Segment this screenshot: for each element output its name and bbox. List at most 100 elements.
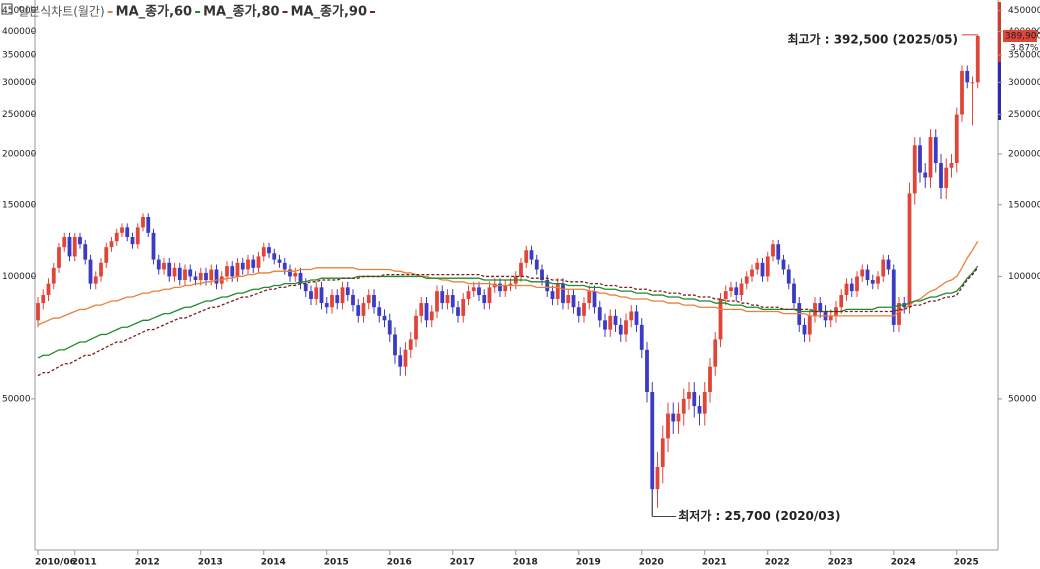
candle-body — [907, 193, 912, 308]
candle-body — [655, 467, 660, 490]
candle-body — [104, 247, 109, 263]
price-range-bar — [998, 2, 1001, 62]
y-tick-label: 200000 — [1008, 149, 1040, 159]
candle-body — [78, 236, 82, 245]
candle-body — [965, 70, 970, 83]
candle-body — [597, 307, 602, 321]
candle-body — [230, 266, 235, 277]
candle-body — [855, 276, 859, 292]
candle-body — [57, 247, 61, 268]
candle-body — [844, 283, 849, 296]
candle-body — [713, 339, 718, 367]
annotation: 최고가 : 392,500 (2025/05) — [787, 31, 958, 46]
candle-body — [277, 259, 282, 263]
candle-body — [335, 295, 340, 304]
candle-body — [272, 253, 277, 260]
candle-body — [135, 227, 140, 245]
candle-body — [676, 413, 681, 422]
candle-body — [687, 391, 691, 399]
candle-body — [629, 311, 634, 321]
candle-body — [435, 291, 439, 312]
candle-body — [860, 269, 865, 277]
candle-body — [293, 272, 298, 277]
x-tick-label: 2016 — [387, 558, 412, 568]
candle-body — [545, 279, 550, 292]
candle-body — [193, 276, 198, 280]
candle-body — [72, 236, 77, 257]
candle-body — [975, 36, 980, 83]
candle-body — [566, 295, 571, 304]
y-tick-label: 50000 — [2, 394, 31, 404]
x-tick-label: 2019 — [576, 558, 601, 568]
candle-body — [125, 227, 130, 237]
candle-body — [62, 236, 67, 248]
candle-body — [214, 269, 219, 284]
y-tick-label: 450000 — [2, 6, 37, 16]
candle-body — [813, 303, 817, 316]
candle-body — [351, 295, 355, 306]
candle-body — [771, 244, 775, 257]
annotation: 최저가 : 25,700 (2020/03) — [678, 508, 840, 523]
candle-body — [46, 283, 51, 296]
candle-body — [876, 276, 880, 284]
candle-body — [891, 269, 896, 325]
price-tag-label: 389,900 — [1005, 32, 1040, 42]
candle-body — [156, 259, 161, 270]
candle-body — [162, 262, 166, 270]
candle-body — [555, 283, 560, 300]
candle-body — [970, 82, 975, 84]
candle-body — [666, 413, 670, 439]
candle-body — [183, 269, 187, 280]
legend-entry: MA_종가,90 — [291, 5, 367, 20]
candle-body — [88, 259, 93, 284]
candle-body — [361, 303, 366, 316]
candle-body — [393, 334, 397, 356]
candle-body — [303, 283, 308, 292]
candle-body — [141, 216, 145, 228]
candle-body — [671, 413, 676, 422]
candle-body — [167, 262, 172, 277]
candle-body — [445, 295, 450, 304]
candle-body — [828, 315, 833, 321]
candle-body — [918, 145, 922, 173]
candle-body — [613, 315, 618, 325]
candle-body — [261, 247, 266, 257]
candle-body — [618, 324, 623, 335]
change-label: 3.87% — [1010, 44, 1039, 54]
candle-body — [765, 256, 770, 277]
candle-body — [282, 262, 287, 270]
candle-body — [729, 287, 733, 292]
candle-body — [114, 232, 119, 242]
candle-body — [954, 114, 959, 164]
x-tick-label: 2025 — [954, 558, 979, 568]
menu-icon[interactable] — [1, 3, 13, 15]
candle-body — [603, 320, 607, 330]
x-tick-label: 2018 — [513, 558, 538, 568]
candle-body — [540, 269, 544, 280]
candle-body — [692, 391, 697, 407]
y-tick-label: 400000 — [2, 27, 37, 37]
candle-body — [146, 216, 151, 233]
candle-body — [849, 283, 854, 292]
candle-body — [960, 70, 964, 115]
candle-body — [944, 167, 949, 188]
candle-body — [760, 262, 765, 277]
candle-body — [188, 269, 193, 277]
candle-body — [792, 283, 796, 304]
x-tick-label: 2022 — [765, 558, 790, 568]
candle-body — [477, 287, 481, 296]
candle-body — [739, 283, 744, 296]
candle-body — [456, 307, 460, 316]
x-tick-label: 2010/06 — [35, 558, 76, 568]
candle-body — [340, 287, 345, 304]
x-tick-label: 2024 — [891, 558, 916, 568]
chart-title: 일본식차트(월간) — [18, 5, 105, 19]
candle-body — [550, 291, 555, 300]
candle-body — [366, 295, 371, 304]
candle-body — [702, 391, 707, 414]
ma-line — [37, 240, 979, 326]
candle-body — [939, 163, 943, 188]
x-tick-label: 2011 — [72, 558, 97, 568]
